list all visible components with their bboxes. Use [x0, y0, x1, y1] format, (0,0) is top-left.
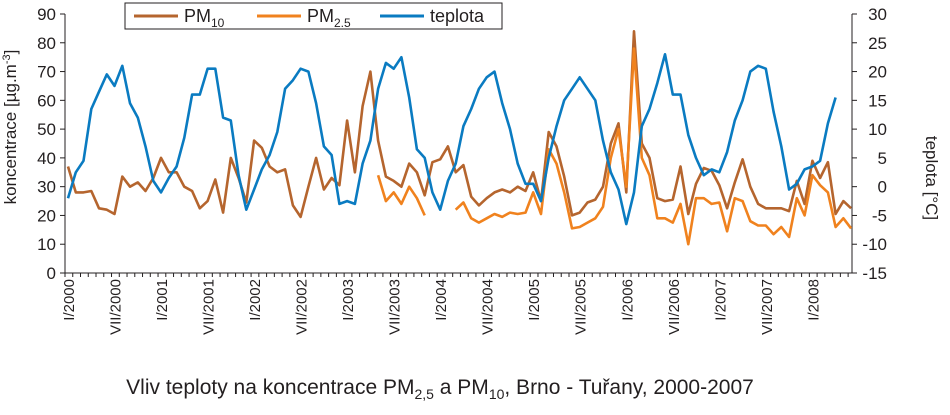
- series-line-teplota: [66, 53, 837, 226]
- series-layer: [66, 30, 853, 246]
- x-tick-label: I/2003: [340, 279, 357, 321]
- y-right-tick-label: 0: [878, 178, 887, 197]
- legend-label-teplota: teplota: [430, 6, 485, 26]
- legend-label-pm10: PM10: [184, 6, 225, 30]
- y-left-tick-label: 10: [37, 235, 56, 254]
- y-right-tick-label: -15: [862, 264, 887, 283]
- y-right-tick-label: -5: [872, 206, 887, 225]
- x-tick-label: I/2007: [712, 279, 729, 321]
- x-tick-label: I/2000: [61, 279, 78, 321]
- x-tick-label: VII/2004: [480, 279, 497, 335]
- x-tick-label: I/2005: [526, 279, 543, 321]
- series-line-pm25: [376, 47, 853, 246]
- y-right-tick-label: 10: [868, 120, 887, 139]
- y-right-tick-label: 30: [868, 5, 887, 24]
- y-axis-left-title: koncentrace [µg.m-3]: [1, 50, 20, 205]
- x-tick-label: VII/2002: [294, 279, 311, 335]
- x-tick-label: VII/2006: [666, 279, 683, 335]
- y-right-tick-label: -10: [862, 235, 887, 254]
- x-tick-label: I/2004: [433, 279, 450, 321]
- y-left-tick-label: 20: [37, 206, 56, 225]
- axes-layer: 0 10 20 30 40 50 60 70 80 90 -15 -10 -5 0 5 10 15 20 25 30 I…: [37, 5, 887, 335]
- y-right-tick-label: 5: [878, 149, 887, 168]
- legend-box: [124, 2, 503, 30]
- x-tick-label: VII/2007: [759, 279, 776, 335]
- y-left-tick-label: 70: [37, 63, 56, 82]
- y-axis-right-title: teplota [°C]: [922, 136, 941, 220]
- x-tick-label: I/2001: [154, 279, 171, 321]
- x-tick-label: VII/2000: [108, 279, 125, 335]
- y-right-tick-label: 25: [868, 34, 887, 53]
- chart-caption: Vliv teploty na koncentrace PM2,5 a PM10…: [126, 376, 754, 402]
- x-tick-label: VII/2003: [387, 279, 404, 335]
- y-left-tick-label: 50: [37, 120, 56, 139]
- series-line-pm10: [66, 30, 852, 219]
- legend-label-pm25: PM2.5: [307, 6, 351, 30]
- legend: PM10 PM2.5 teplota: [124, 2, 503, 30]
- x-tick-label: I/2006: [619, 279, 636, 321]
- x-tick-label: VII/2005: [573, 279, 590, 335]
- x-tick-label: VII/2001: [201, 279, 218, 335]
- y-left-tick-label: 60: [37, 91, 56, 110]
- y-left-tick-label: 90: [37, 5, 56, 24]
- y-right-tick-label: 20: [868, 63, 887, 82]
- y-left-tick-label: 80: [37, 34, 56, 53]
- y-left-tick-label: 30: [37, 178, 56, 197]
- x-tick-label: I/2008: [805, 279, 822, 321]
- y-left-tick-label: 40: [37, 149, 56, 168]
- x-tick-label: I/2002: [247, 279, 264, 321]
- y-right-tick-label: 15: [868, 91, 887, 110]
- y-left-tick-label: 0: [47, 264, 56, 283]
